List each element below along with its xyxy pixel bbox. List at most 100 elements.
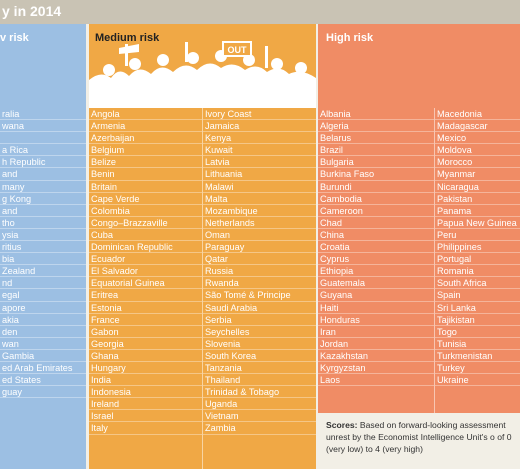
country-item: a Rica <box>0 144 86 157</box>
country-item: guay <box>0 386 86 399</box>
country-item: Haiti <box>318 302 434 314</box>
country-item: Ivory Coast <box>203 108 316 121</box>
country-item: Moldova <box>435 144 520 157</box>
country-item: Kenya <box>203 132 316 145</box>
country-item: ralia <box>0 108 86 121</box>
country-item: Pakistan <box>435 193 520 205</box>
country-item: den <box>0 326 86 338</box>
country-item: wan <box>0 338 86 350</box>
country-item: Eritrea <box>89 289 202 302</box>
country-item: Ireland <box>89 398 202 411</box>
country-item: Madagascar <box>435 120 520 133</box>
scores-text: Based on forward-looking assessment unre… <box>326 420 512 454</box>
country-item: Malawi <box>203 181 316 193</box>
country-item: egal <box>0 289 86 302</box>
country-item: ritius <box>0 241 86 254</box>
country-item: Burkina Faso <box>318 168 434 181</box>
country-item: Colombia <box>89 205 202 217</box>
country-item: nd <box>0 277 86 290</box>
country-item: Belize <box>89 156 202 169</box>
country-item: Bulgaria <box>318 156 434 169</box>
country-item: São Tomé & Principe <box>203 289 316 302</box>
country-item: Gabon <box>89 326 202 338</box>
country-item: Rwanda <box>203 277 316 290</box>
country-item: Zealand <box>0 265 86 278</box>
country-item: many <box>0 181 86 193</box>
country-item: India <box>89 374 202 387</box>
country-item: Benin <box>89 168 202 181</box>
country-item: Papua New Guinea <box>435 217 520 229</box>
country-item: Guyana <box>318 289 434 302</box>
country-item: Turkey <box>435 362 520 375</box>
country-item: Cambodia <box>318 193 434 205</box>
medium-risk-list-2: Ivory Coast Jamaica Kenya Kuwait Latvia Lithu… <box>203 108 316 435</box>
country-item: Iran <box>318 326 434 338</box>
high-column-divider <box>434 108 435 413</box>
scores-label: Scores: <box>326 420 358 430</box>
country-item: wana <box>0 120 86 133</box>
country-item: g Kong <box>0 193 86 205</box>
medium-risk-header: Medium risk <box>95 32 160 44</box>
country-item: Honduras <box>318 314 434 326</box>
country-item: Armenia <box>89 120 202 133</box>
country-item: Kazakhstan <box>318 350 434 362</box>
country-item: Panama <box>435 205 520 217</box>
country-item: Cuba <box>89 229 202 242</box>
country-item: Burundi <box>318 181 434 193</box>
country-item: Paraguay <box>203 241 316 254</box>
high-risk-list-2: Macedonia Madagascar Mexico Moldova Morocco M… <box>435 108 520 387</box>
country-item: ysia <box>0 229 86 242</box>
country-item: Ukraine <box>435 374 520 387</box>
country-item: Myanmar <box>435 168 520 181</box>
high-risk-column <box>318 24 520 469</box>
country-item: Hungary <box>89 362 202 375</box>
country-item: Cameroon <box>318 205 434 217</box>
country-item: Portugal <box>435 253 520 266</box>
country-item: ed Arab Emirates <box>0 362 86 375</box>
country-item: Ecuador <box>89 253 202 266</box>
country-item: Gambia <box>0 350 86 362</box>
low-risk-column <box>0 24 86 469</box>
country-item: ed States <box>0 374 86 387</box>
country-item: Zambia <box>203 422 316 435</box>
country-item <box>0 132 86 145</box>
country-item: Guatemala <box>318 277 434 290</box>
country-item: Cyprus <box>318 253 434 266</box>
country-item: El Salvador <box>89 265 202 278</box>
country-item: Slovenia <box>203 338 316 350</box>
country-item: Georgia <box>89 338 202 350</box>
country-item: Uganda <box>203 398 316 411</box>
country-item: Jordan <box>318 338 434 350</box>
country-item: Azerbaijan <box>89 132 202 145</box>
country-item: Malta <box>203 193 316 205</box>
country-item: China <box>318 229 434 242</box>
country-item: Tanzania <box>203 362 316 375</box>
country-item: Saudi Arabia <box>203 302 316 314</box>
country-item: Belgium <box>89 144 202 157</box>
protest-crowd-illustration: OUT <box>89 41 316 108</box>
country-item: Angola <box>89 108 202 121</box>
country-item: South Korea <box>203 350 316 362</box>
country-item: Sri Lanka <box>435 302 520 314</box>
scores-note: Scores: Based on forward-looking assessm… <box>318 413 520 469</box>
out-sign-text: OUT <box>228 45 248 55</box>
country-item: Tajikistan <box>435 314 520 326</box>
country-item: Laos <box>318 374 434 387</box>
country-item: Morocco <box>435 156 520 169</box>
country-item: Mozambique <box>203 205 316 217</box>
country-item: Algeria <box>318 120 434 133</box>
country-item: Togo <box>435 326 520 338</box>
country-item: akia <box>0 314 86 326</box>
country-item: Belarus <box>318 132 434 145</box>
country-item: Equatorial Guinea <box>89 277 202 290</box>
page-title: y in 2014 <box>2 3 62 19</box>
country-item: Brazil <box>318 144 434 157</box>
country-item: Congo–Brazzaville <box>89 217 202 229</box>
country-item: Spain <box>435 289 520 302</box>
country-item: Seychelles <box>203 326 316 338</box>
country-item: Trinidad & Tobago <box>203 386 316 399</box>
high-risk-list-1: Albania Algeria Belarus Brazil Bulgaria Burki… <box>318 108 434 387</box>
country-item: Turkmenistan <box>435 350 520 362</box>
country-item: Ghana <box>89 350 202 362</box>
medium-risk-list-1: Angola Armenia Azerbaijan Belgium Belize Beni… <box>89 108 202 435</box>
